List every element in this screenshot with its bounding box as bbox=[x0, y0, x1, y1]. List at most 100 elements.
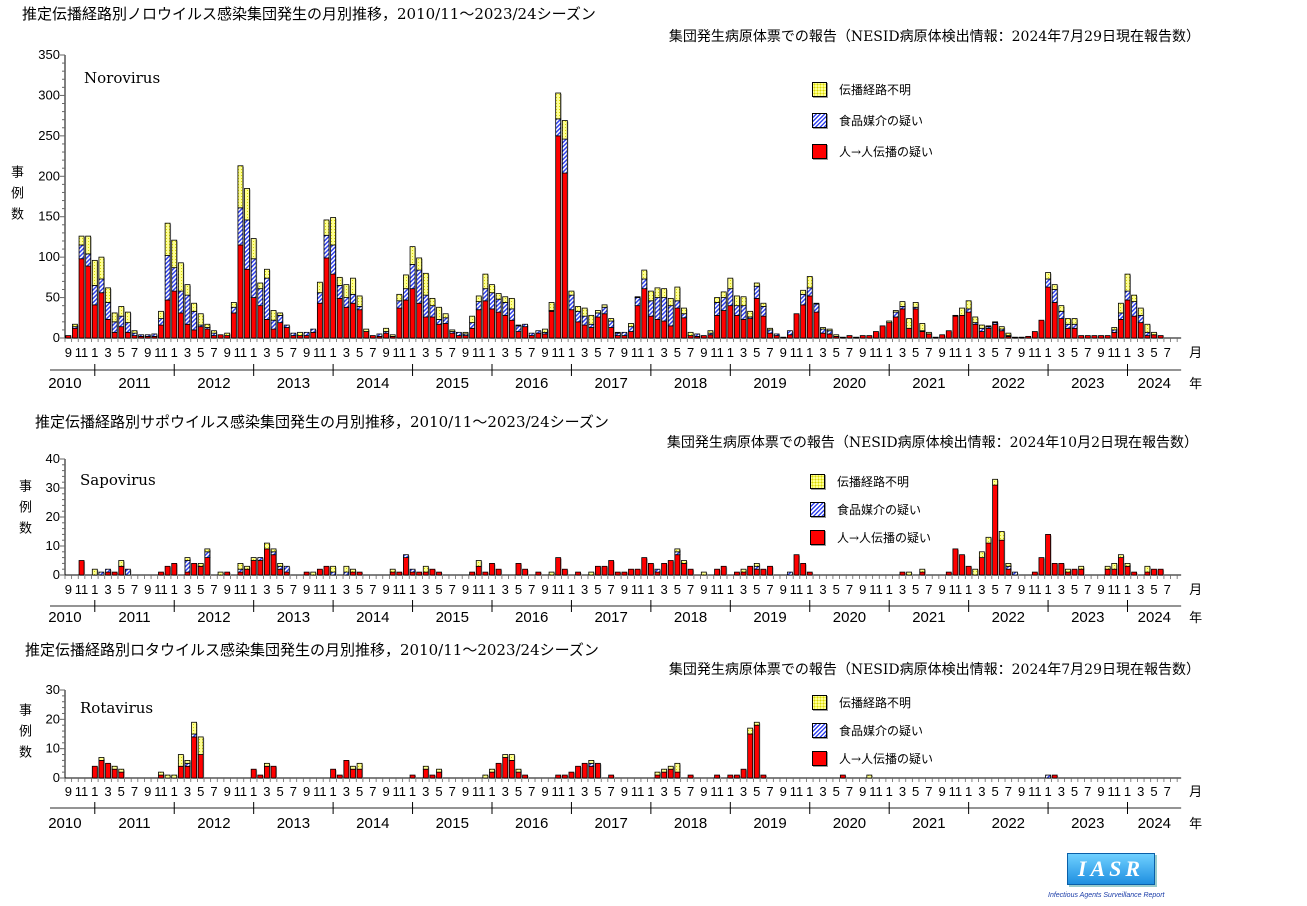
bar-unknown bbox=[356, 762, 363, 770]
x-month-label: 3 bbox=[819, 345, 826, 360]
bar-unknown bbox=[98, 256, 105, 280]
bar-p2p bbox=[786, 334, 793, 339]
x-month-label: 3 bbox=[502, 345, 509, 360]
x-year-label: 2013 bbox=[277, 609, 310, 626]
rotavirus-y-axis-label: 事例数 bbox=[16, 703, 31, 766]
norovirus-legend: 伝播経路不明 食品媒介の疑い 人→人伝播の疑い bbox=[812, 74, 933, 167]
x-month-label: 7 bbox=[131, 345, 138, 360]
iasr-logo-caption: Infectious Agents Surveillance Report bbox=[1048, 892, 1165, 899]
x-month-label: 9 bbox=[1097, 582, 1104, 597]
bar-unknown bbox=[270, 548, 277, 553]
bar-p2p bbox=[707, 334, 714, 339]
x-year-label: 2022 bbox=[992, 609, 1025, 626]
x-month-label: 3 bbox=[502, 582, 509, 597]
bar-p2p bbox=[820, 332, 826, 339]
bar-p2p bbox=[641, 557, 648, 576]
bar-unknown bbox=[998, 326, 1005, 330]
x-month-label: 7 bbox=[687, 582, 694, 597]
x-month-label: 1 bbox=[171, 582, 178, 597]
bar-p2p bbox=[98, 760, 105, 779]
bar-p2p bbox=[747, 565, 754, 576]
x-month-label: 1 bbox=[886, 345, 893, 360]
bar-p2p bbox=[912, 308, 919, 339]
bar-unknown bbox=[1065, 568, 1071, 573]
x-month-label: 5 bbox=[277, 784, 284, 799]
bar-unknown bbox=[211, 330, 217, 334]
bar-unknown bbox=[164, 222, 171, 256]
bar-unknown bbox=[343, 284, 350, 298]
x-month-label: 1 bbox=[806, 784, 813, 799]
bar-unknown bbox=[998, 531, 1005, 541]
bar-food bbox=[826, 330, 833, 335]
x-month-label: 5 bbox=[515, 345, 522, 360]
bar-unknown bbox=[515, 768, 522, 773]
bar-p2p bbox=[945, 571, 952, 576]
bar-food bbox=[978, 327, 985, 332]
y-tick-label: 20 bbox=[46, 711, 60, 726]
bar-food bbox=[667, 305, 674, 327]
bar-p2p bbox=[436, 771, 442, 779]
bar-food bbox=[303, 331, 310, 336]
bar-p2p bbox=[535, 332, 542, 339]
x-month-label: 5 bbox=[515, 582, 522, 597]
bar-p2p bbox=[475, 309, 482, 339]
bar-food bbox=[1131, 301, 1138, 317]
x-month-label: 7 bbox=[369, 582, 376, 597]
bar-p2p bbox=[793, 554, 800, 576]
x-year-label: 2013 bbox=[277, 815, 310, 832]
p2p-swatch-icon bbox=[810, 529, 825, 545]
bar-p2p bbox=[667, 768, 674, 779]
bar-p2p bbox=[343, 760, 350, 779]
x-month-label: 7 bbox=[528, 345, 535, 360]
bar-p2p bbox=[118, 326, 125, 339]
x-month-label: 1 bbox=[568, 345, 575, 360]
bar-p2p bbox=[1045, 286, 1051, 339]
x-month-label: 9 bbox=[1097, 345, 1104, 360]
bar-food bbox=[171, 267, 178, 292]
norovirus-chart-title: 推定伝播経路別ノロウイルス感染集団発生の月別推移，2010/11〜2023/24… bbox=[22, 5, 596, 23]
x-year-label: 2019 bbox=[753, 375, 786, 392]
x-month-label: 3 bbox=[978, 784, 985, 799]
bar-unknown bbox=[568, 290, 575, 296]
x-year-label: 2012 bbox=[197, 375, 230, 392]
bar-p2p bbox=[515, 563, 522, 576]
x-month-label: 9 bbox=[144, 784, 151, 799]
bar-food bbox=[1117, 312, 1124, 320]
x-month-label: 5 bbox=[356, 784, 363, 799]
bar-unknown bbox=[297, 331, 303, 336]
x-year-label: 2015 bbox=[436, 375, 469, 392]
x-month-label: 11 bbox=[1028, 345, 1042, 360]
bar-p2p bbox=[171, 563, 178, 576]
bar-p2p bbox=[164, 565, 171, 576]
bar-p2p bbox=[270, 328, 277, 339]
x-month-label: 3 bbox=[422, 345, 429, 360]
bar-unknown bbox=[396, 293, 403, 302]
bar-p2p bbox=[105, 319, 111, 339]
bar-p2p bbox=[806, 571, 813, 576]
bar-unknown bbox=[508, 297, 515, 310]
legend-item-p2p: 人→人伝播の疑い bbox=[812, 744, 933, 772]
x-month-label: 5 bbox=[753, 582, 760, 597]
bar-p2p bbox=[495, 762, 502, 779]
bar-unknown bbox=[1117, 302, 1124, 314]
bar-unknown bbox=[601, 304, 608, 308]
x-month-label: 5 bbox=[197, 784, 204, 799]
bar-p2p bbox=[959, 314, 965, 339]
bar-food bbox=[343, 571, 350, 576]
x-month-label: 3 bbox=[263, 784, 270, 799]
bar-food bbox=[773, 333, 780, 336]
legend-item-p2p: 人→人伝播の疑い bbox=[812, 136, 933, 167]
bar-p2p bbox=[111, 331, 118, 339]
bar-p2p bbox=[177, 312, 184, 339]
iasr-logo: IASR bbox=[1067, 853, 1155, 885]
bar-p2p bbox=[482, 571, 489, 576]
bar-unknown bbox=[886, 320, 893, 324]
bar-unknown bbox=[674, 286, 681, 302]
bar-p2p bbox=[568, 771, 575, 779]
x-month-label: 1 bbox=[488, 784, 495, 799]
bar-p2p bbox=[740, 571, 747, 576]
bar-p2p bbox=[575, 321, 581, 339]
x-year-label: 2023 bbox=[1071, 609, 1104, 626]
bar-p2p bbox=[489, 308, 495, 339]
bar-food bbox=[330, 244, 337, 275]
